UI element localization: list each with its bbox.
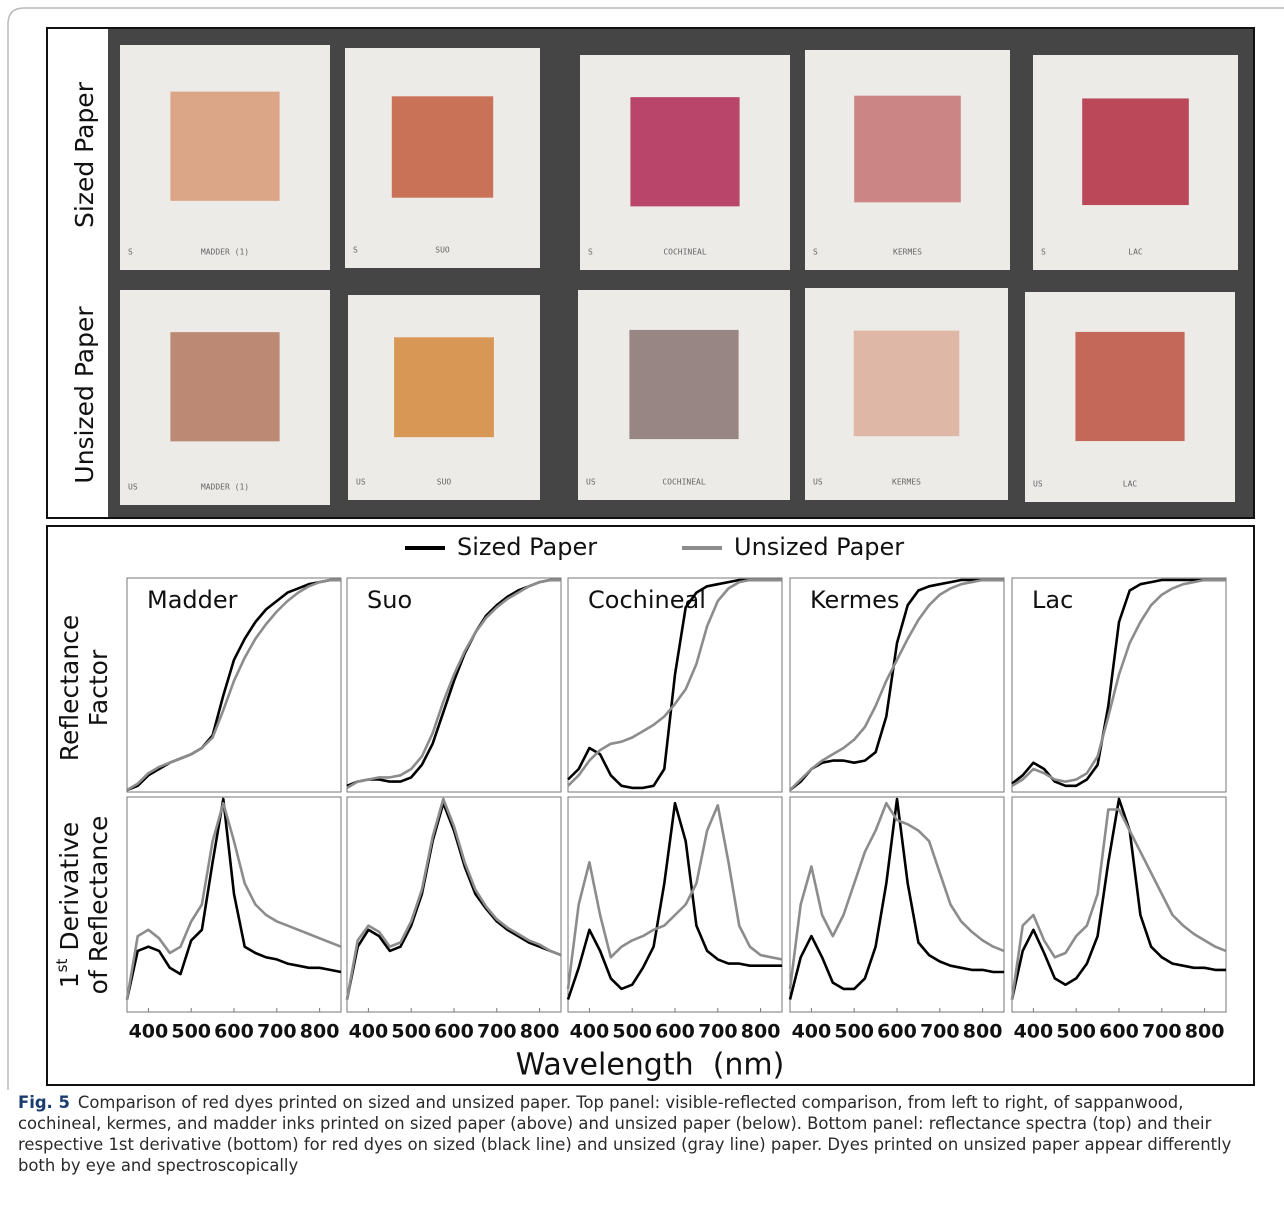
x-tick-label: 700 bbox=[920, 1021, 960, 1043]
paper-mark: S bbox=[128, 248, 133, 257]
panel-title: Cochineal bbox=[588, 586, 706, 614]
x-axis-label: Wavelength (nm) bbox=[516, 1048, 785, 1083]
x-tick-label: 700 bbox=[698, 1021, 738, 1043]
y-axis-label-line: of Reflectance bbox=[84, 816, 113, 995]
paper-label: SUO bbox=[437, 478, 452, 487]
y-axis-label-line: Reflectance bbox=[55, 615, 84, 762]
paper-label: COCHINEAL bbox=[663, 248, 707, 257]
paper-mark: US bbox=[1033, 480, 1043, 489]
dye-swatch bbox=[170, 332, 279, 441]
dye-swatch bbox=[854, 96, 961, 203]
paper-label: MADDER (1) bbox=[201, 483, 249, 492]
dye-swatch bbox=[394, 337, 494, 437]
dye-swatch bbox=[854, 331, 960, 437]
x-tick-label: 700 bbox=[477, 1021, 517, 1043]
paper-mark: US bbox=[128, 483, 138, 492]
x-tick-label: 600 bbox=[877, 1021, 917, 1043]
paper-mark: US bbox=[813, 478, 823, 487]
paper-mark: S bbox=[588, 248, 593, 257]
page: Sized Paper Unsized Paper S MADDER (1) S SUO S… bbox=[0, 0, 1284, 1209]
dye-swatch bbox=[392, 96, 493, 197]
y-axis-label-number: 1 bbox=[55, 972, 84, 988]
panel-title: Suo bbox=[367, 586, 412, 614]
x-tick-label: 800 bbox=[520, 1021, 560, 1043]
paper-mark: US bbox=[356, 478, 366, 487]
panel-title: Kermes bbox=[810, 586, 899, 614]
x-tick-label: 400 bbox=[349, 1021, 389, 1043]
y-axis-label-sup: st bbox=[53, 959, 71, 973]
paper-label: KERMES bbox=[892, 478, 921, 487]
x-tick-label: 800 bbox=[300, 1021, 340, 1043]
x-tick-label: 600 bbox=[1099, 1021, 1139, 1043]
x-tick-label: 500 bbox=[612, 1021, 652, 1043]
x-tick-label: 800 bbox=[741, 1021, 781, 1043]
row-label: Sized Paper bbox=[70, 81, 99, 228]
dye-swatch bbox=[1082, 98, 1189, 205]
paper-label: LAC bbox=[1128, 248, 1143, 257]
paper-mark: S bbox=[813, 248, 818, 257]
row-label: Unsized Paper bbox=[70, 306, 99, 484]
paper-mark: US bbox=[586, 478, 596, 487]
caption-text: Comparison of red dyes printed on sized … bbox=[18, 1093, 1231, 1175]
y-axis-label-rest: Derivative bbox=[55, 822, 84, 959]
x-tick-label: 600 bbox=[214, 1021, 254, 1043]
x-tick-label: 700 bbox=[1142, 1021, 1182, 1043]
x-tick-label: 600 bbox=[434, 1021, 474, 1043]
x-tick-label: 400 bbox=[792, 1021, 832, 1043]
legend-label: Unsized Paper bbox=[734, 533, 904, 561]
paper-label: LAC bbox=[1123, 480, 1138, 489]
x-tick-label: 700 bbox=[257, 1021, 297, 1043]
figure: Sized Paper Unsized Paper S MADDER (1) S SUO S… bbox=[0, 0, 1284, 1090]
x-tick-label: 800 bbox=[963, 1021, 1003, 1043]
x-tick-label: 400 bbox=[129, 1021, 169, 1043]
x-tick-label: 500 bbox=[1056, 1021, 1096, 1043]
panel-title: Madder bbox=[147, 586, 238, 614]
dye-swatch bbox=[170, 92, 279, 201]
paper-label: MADDER (1) bbox=[201, 248, 249, 257]
x-tick-label: 600 bbox=[655, 1021, 695, 1043]
x-tick-label: 500 bbox=[171, 1021, 211, 1043]
x-tick-label: 500 bbox=[834, 1021, 874, 1043]
dye-swatch bbox=[1075, 332, 1184, 441]
paper-label: KERMES bbox=[893, 248, 922, 257]
caption-label: Fig. 5 bbox=[18, 1093, 70, 1112]
dye-swatch bbox=[630, 97, 739, 206]
x-tick-label: 400 bbox=[570, 1021, 610, 1043]
paper-mark: S bbox=[353, 246, 358, 255]
paper-mark: S bbox=[1041, 248, 1046, 257]
x-tick-label: 800 bbox=[1185, 1021, 1225, 1043]
paper-label: SUO bbox=[435, 246, 450, 255]
paper-label: COCHINEAL bbox=[662, 478, 706, 487]
dye-swatch bbox=[629, 330, 738, 439]
panel-title: Lac bbox=[1032, 586, 1073, 614]
legend-label: Sized Paper bbox=[457, 533, 597, 561]
y-axis-label-line: Factor bbox=[84, 649, 113, 726]
x-tick-label: 400 bbox=[1014, 1021, 1054, 1043]
x-tick-label: 500 bbox=[391, 1021, 431, 1043]
